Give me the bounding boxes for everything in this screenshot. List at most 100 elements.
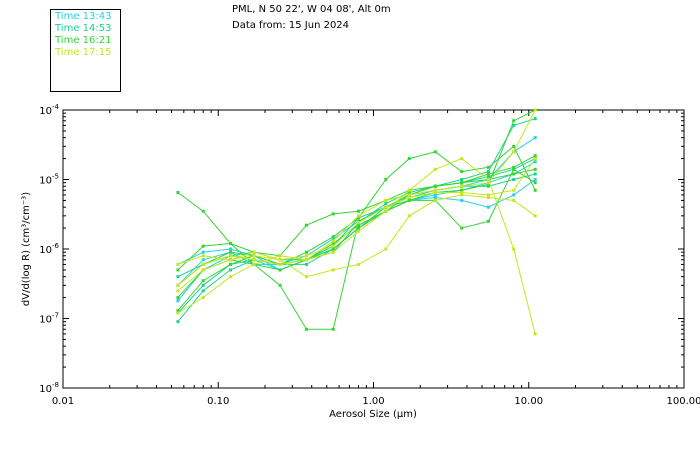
data-point [407, 157, 411, 161]
data-point [512, 119, 516, 123]
data-point [331, 241, 335, 245]
data-point [331, 244, 335, 248]
data-point [278, 254, 282, 258]
data-point [512, 172, 516, 176]
data-point [278, 268, 282, 272]
data-point [533, 332, 537, 336]
y-axis-label: dV/d(log R) (cm³/cm⁻³) [21, 192, 32, 306]
data-point [331, 268, 335, 272]
data-point [407, 193, 411, 197]
data-point [486, 165, 490, 169]
data-point [229, 262, 233, 266]
data-point [533, 188, 537, 192]
data-point [356, 221, 360, 225]
data-point [460, 198, 464, 202]
legend-entry-1: Time 13:43 [55, 11, 112, 22]
data-point [176, 320, 180, 324]
data-point [278, 283, 282, 287]
data-point [533, 136, 537, 140]
data-point [331, 327, 335, 331]
data-point [176, 268, 180, 272]
data-point [304, 258, 308, 262]
data-point [486, 205, 490, 209]
y-tick-label: 10-7 [39, 312, 59, 326]
data-point [176, 299, 180, 303]
data-point [176, 311, 180, 315]
data-point [533, 154, 537, 158]
data-point [229, 275, 233, 279]
data-point [533, 108, 537, 112]
data-point [433, 167, 437, 171]
data-point [486, 170, 490, 174]
data-point [486, 172, 490, 176]
data-point [201, 209, 205, 213]
data-point [176, 309, 180, 313]
data-point [512, 150, 516, 154]
data-point [486, 184, 490, 188]
data-point [433, 150, 437, 154]
legend-box: Time 13:43 Time 14:53 Time 16:21 Time 17… [50, 9, 121, 92]
y-tick-label: 10-6 [39, 242, 59, 256]
data-point [278, 262, 282, 266]
y-tick-label: 10-5 [39, 173, 59, 187]
data-point [460, 226, 464, 230]
series-line [176, 108, 537, 315]
data-point [201, 254, 205, 258]
legend-entry-4: Time 17:15 [55, 47, 112, 58]
data-point [533, 167, 537, 171]
legend-entry-3: Time 16:21 [55, 35, 112, 46]
data-point [201, 283, 205, 287]
data-point [176, 296, 180, 300]
x-tick-label: 100.00 [667, 396, 700, 407]
data-point [252, 262, 256, 266]
data-point [433, 188, 437, 192]
data-point [512, 178, 516, 181]
x-tick-label: 1.00 [362, 396, 384, 407]
data-point [304, 262, 308, 266]
data-point [304, 250, 308, 254]
data-point [304, 275, 308, 279]
data-point [533, 160, 537, 164]
plot-frame [62, 109, 685, 389]
data-point [304, 327, 308, 331]
data-point [512, 123, 516, 127]
data-point [433, 191, 437, 195]
data-point [201, 296, 205, 300]
data-point [331, 235, 335, 239]
data-point [512, 165, 516, 169]
data-point [460, 170, 464, 174]
data-point [512, 247, 516, 251]
data-point [176, 262, 180, 266]
data-point [304, 223, 308, 227]
data-point [460, 193, 464, 197]
data-date: Data from: 15 Jun 2024 [232, 20, 350, 31]
y-tick-label: 10-4 [39, 103, 59, 117]
data-point [433, 196, 437, 200]
data-point [252, 254, 256, 258]
data-point [176, 289, 180, 293]
data-point [512, 193, 516, 197]
data-point [433, 198, 437, 202]
data-point [384, 198, 388, 202]
data-point [486, 178, 490, 181]
data-point [331, 212, 335, 216]
data-point [356, 214, 360, 218]
data-point [384, 202, 388, 206]
data-point [278, 258, 282, 262]
data-point [433, 184, 437, 188]
data-point [533, 214, 537, 218]
data-point [201, 279, 205, 283]
data-point [252, 258, 256, 262]
y-tick-label: 10-8 [39, 381, 59, 395]
data-point [201, 262, 205, 266]
x-axis-label: Aerosol Size (µm) [329, 409, 417, 420]
data-point [533, 178, 537, 181]
data-point [229, 247, 233, 251]
data-point [407, 191, 411, 195]
data-point [384, 247, 388, 251]
data-point [486, 175, 490, 179]
data-point [384, 209, 388, 213]
data-point [486, 182, 490, 186]
data-point [486, 196, 490, 200]
